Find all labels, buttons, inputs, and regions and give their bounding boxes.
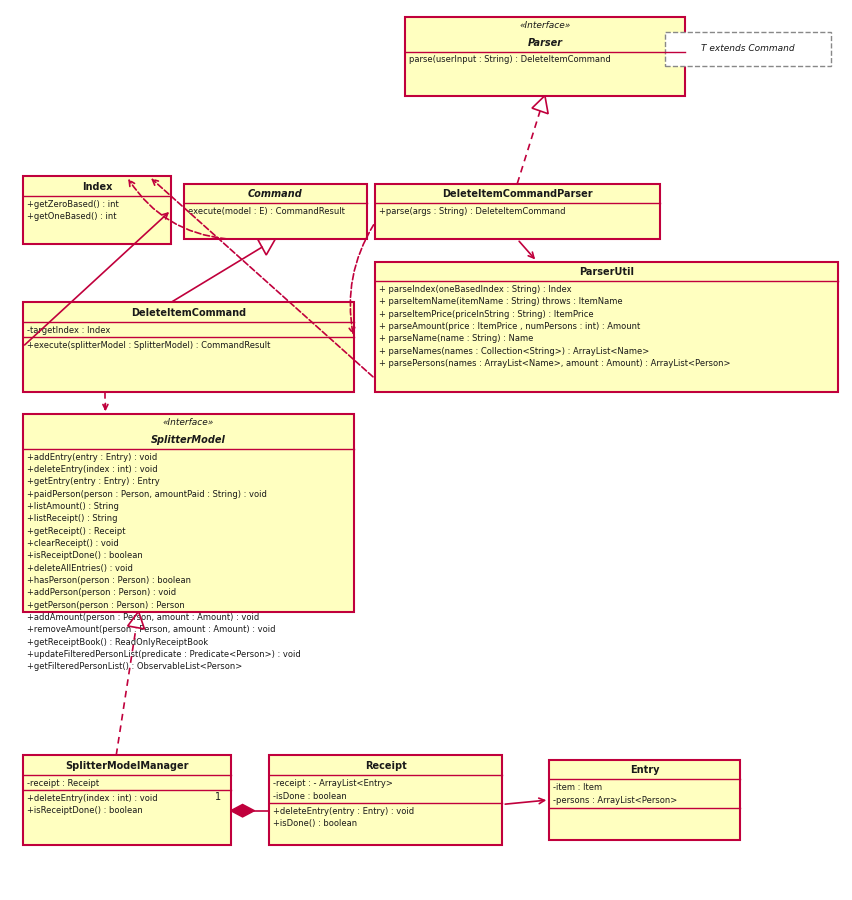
Text: Command: Command [248, 189, 302, 200]
FancyBboxPatch shape [269, 755, 503, 845]
FancyBboxPatch shape [375, 262, 838, 392]
Text: SplitterModelManager: SplitterModelManager [65, 760, 188, 771]
Text: +removeAmount(person : Person, amount : Amount) : void: +removeAmount(person : Person, amount : … [27, 626, 275, 634]
Text: +deleteEntry(index : int) : void: +deleteEntry(index : int) : void [27, 465, 158, 474]
FancyBboxPatch shape [23, 414, 354, 611]
Text: +isDone() : boolean: +isDone() : boolean [273, 819, 357, 828]
Text: parse(userInput : String) : DeleteItemCommand: parse(userInput : String) : DeleteItemCo… [409, 55, 611, 64]
Text: Entry: Entry [630, 765, 659, 776]
Text: +updateFilteredPersonList(predicate : Predicate<Person>) : void: +updateFilteredPersonList(predicate : Pr… [27, 650, 301, 659]
Text: DeleteItemCommand: DeleteItemCommand [130, 308, 245, 318]
Text: +getPerson(person : Person) : Person: +getPerson(person : Person) : Person [27, 600, 185, 609]
Text: +getFilteredPersonList() : ObservableList<Person>: +getFilteredPersonList() : ObservableLis… [27, 662, 242, 671]
Text: Receipt: Receipt [365, 760, 406, 771]
Text: -item : Item: -item : Item [554, 783, 602, 792]
Text: DeleteItemCommandParser: DeleteItemCommandParser [442, 189, 593, 200]
FancyBboxPatch shape [184, 184, 366, 239]
Text: +clearReceipt() : void: +clearReceipt() : void [27, 539, 118, 548]
Text: +getZeroBased() : int: +getZeroBased() : int [27, 200, 118, 209]
Text: +getReceipt() : Receipt: +getReceipt() : Receipt [27, 526, 125, 536]
Text: -persons : ArrayList<Person>: -persons : ArrayList<Person> [554, 796, 677, 806]
Text: +getOneBased() : int: +getOneBased() : int [27, 212, 117, 220]
Text: +getEntry(entry : Entry) : Entry: +getEntry(entry : Entry) : Entry [27, 477, 159, 486]
Polygon shape [231, 805, 255, 817]
FancyBboxPatch shape [375, 184, 659, 239]
Text: + parseItemPrice(priceInString : String) : ItemPrice: + parseItemPrice(priceInString : String)… [379, 310, 594, 319]
Text: «Interface»: «Interface» [519, 21, 571, 30]
FancyBboxPatch shape [23, 176, 171, 244]
Text: +deleteAllEntries() : void: +deleteAllEntries() : void [27, 563, 133, 572]
Text: T extends Command: T extends Command [701, 44, 795, 53]
Text: «Interface»: «Interface» [163, 418, 214, 427]
Text: +isReceiptDone() : boolean: +isReceiptDone() : boolean [27, 806, 142, 815]
FancyBboxPatch shape [550, 760, 740, 841]
Text: + parseNames(names : Collection<String>) : ArrayList<Name>: + parseNames(names : Collection<String>)… [379, 346, 649, 356]
Text: +deleteEntry(entry : Entry) : void: +deleteEntry(entry : Entry) : void [273, 806, 414, 815]
Text: +parse(args : String) : DeleteItemCommand: +parse(args : String) : DeleteItemComman… [379, 207, 566, 216]
Text: +listReceipt() : String: +listReceipt() : String [27, 514, 118, 523]
Text: + parseAmount(price : ItemPrice , numPersons : int) : Amount: + parseAmount(price : ItemPrice , numPer… [379, 322, 641, 331]
Text: + parseName(name : String) : Name: + parseName(name : String) : Name [379, 334, 533, 343]
Text: + parseIndex(oneBasedIndex : String) : Index: + parseIndex(oneBasedIndex : String) : I… [379, 284, 572, 293]
FancyBboxPatch shape [405, 16, 685, 95]
Text: + parsePersons(names : ArrayList<Name>, amount : Amount) : ArrayList<Person>: + parsePersons(names : ArrayList<Name>, … [379, 359, 731, 368]
FancyBboxPatch shape [23, 755, 231, 845]
Text: -targetIndex : Index: -targetIndex : Index [27, 326, 110, 335]
Text: Index: Index [82, 182, 112, 193]
Text: +addEntry(entry : Entry) : void: +addEntry(entry : Entry) : void [27, 453, 157, 462]
Text: Parser: Parser [527, 38, 562, 48]
Text: 1: 1 [215, 792, 221, 802]
Text: +hasPerson(person : Person) : boolean: +hasPerson(person : Person) : boolean [27, 576, 191, 585]
Text: SplitterModel: SplitterModel [151, 436, 226, 446]
Text: +addAmount(person : Person, amount : Amount) : void: +addAmount(person : Person, amount : Amo… [27, 613, 259, 622]
Text: ParserUtil: ParserUtil [579, 267, 634, 277]
Text: +execute(splitterModel : SplitterModel) : CommandResult: +execute(splitterModel : SplitterModel) … [27, 341, 270, 350]
Text: +addPerson(person : Person) : void: +addPerson(person : Person) : void [27, 589, 176, 598]
Text: -receipt : Receipt: -receipt : Receipt [27, 778, 99, 788]
Text: +paidPerson(person : Person, amountPaid : String) : void: +paidPerson(person : Person, amountPaid … [27, 490, 267, 499]
Text: +getReceiptBook() : ReadOnlyReceiptBook: +getReceiptBook() : ReadOnlyReceiptBook [27, 638, 208, 647]
Text: +isReceiptDone() : boolean: +isReceiptDone() : boolean [27, 552, 142, 561]
Text: -isDone : boolean: -isDone : boolean [273, 792, 347, 801]
Text: +listAmount() : String: +listAmount() : String [27, 502, 118, 511]
FancyBboxPatch shape [23, 302, 354, 392]
FancyBboxPatch shape [665, 32, 831, 66]
Text: execute(model : E) : CommandResult: execute(model : E) : CommandResult [188, 207, 345, 216]
Text: +deleteEntry(index : int) : void: +deleteEntry(index : int) : void [27, 794, 158, 803]
Text: -receipt : - ArrayList<Entry>: -receipt : - ArrayList<Entry> [273, 778, 393, 788]
Text: + parseItemName(itemName : String) throws : ItemName: + parseItemName(itemName : String) throw… [379, 297, 623, 306]
